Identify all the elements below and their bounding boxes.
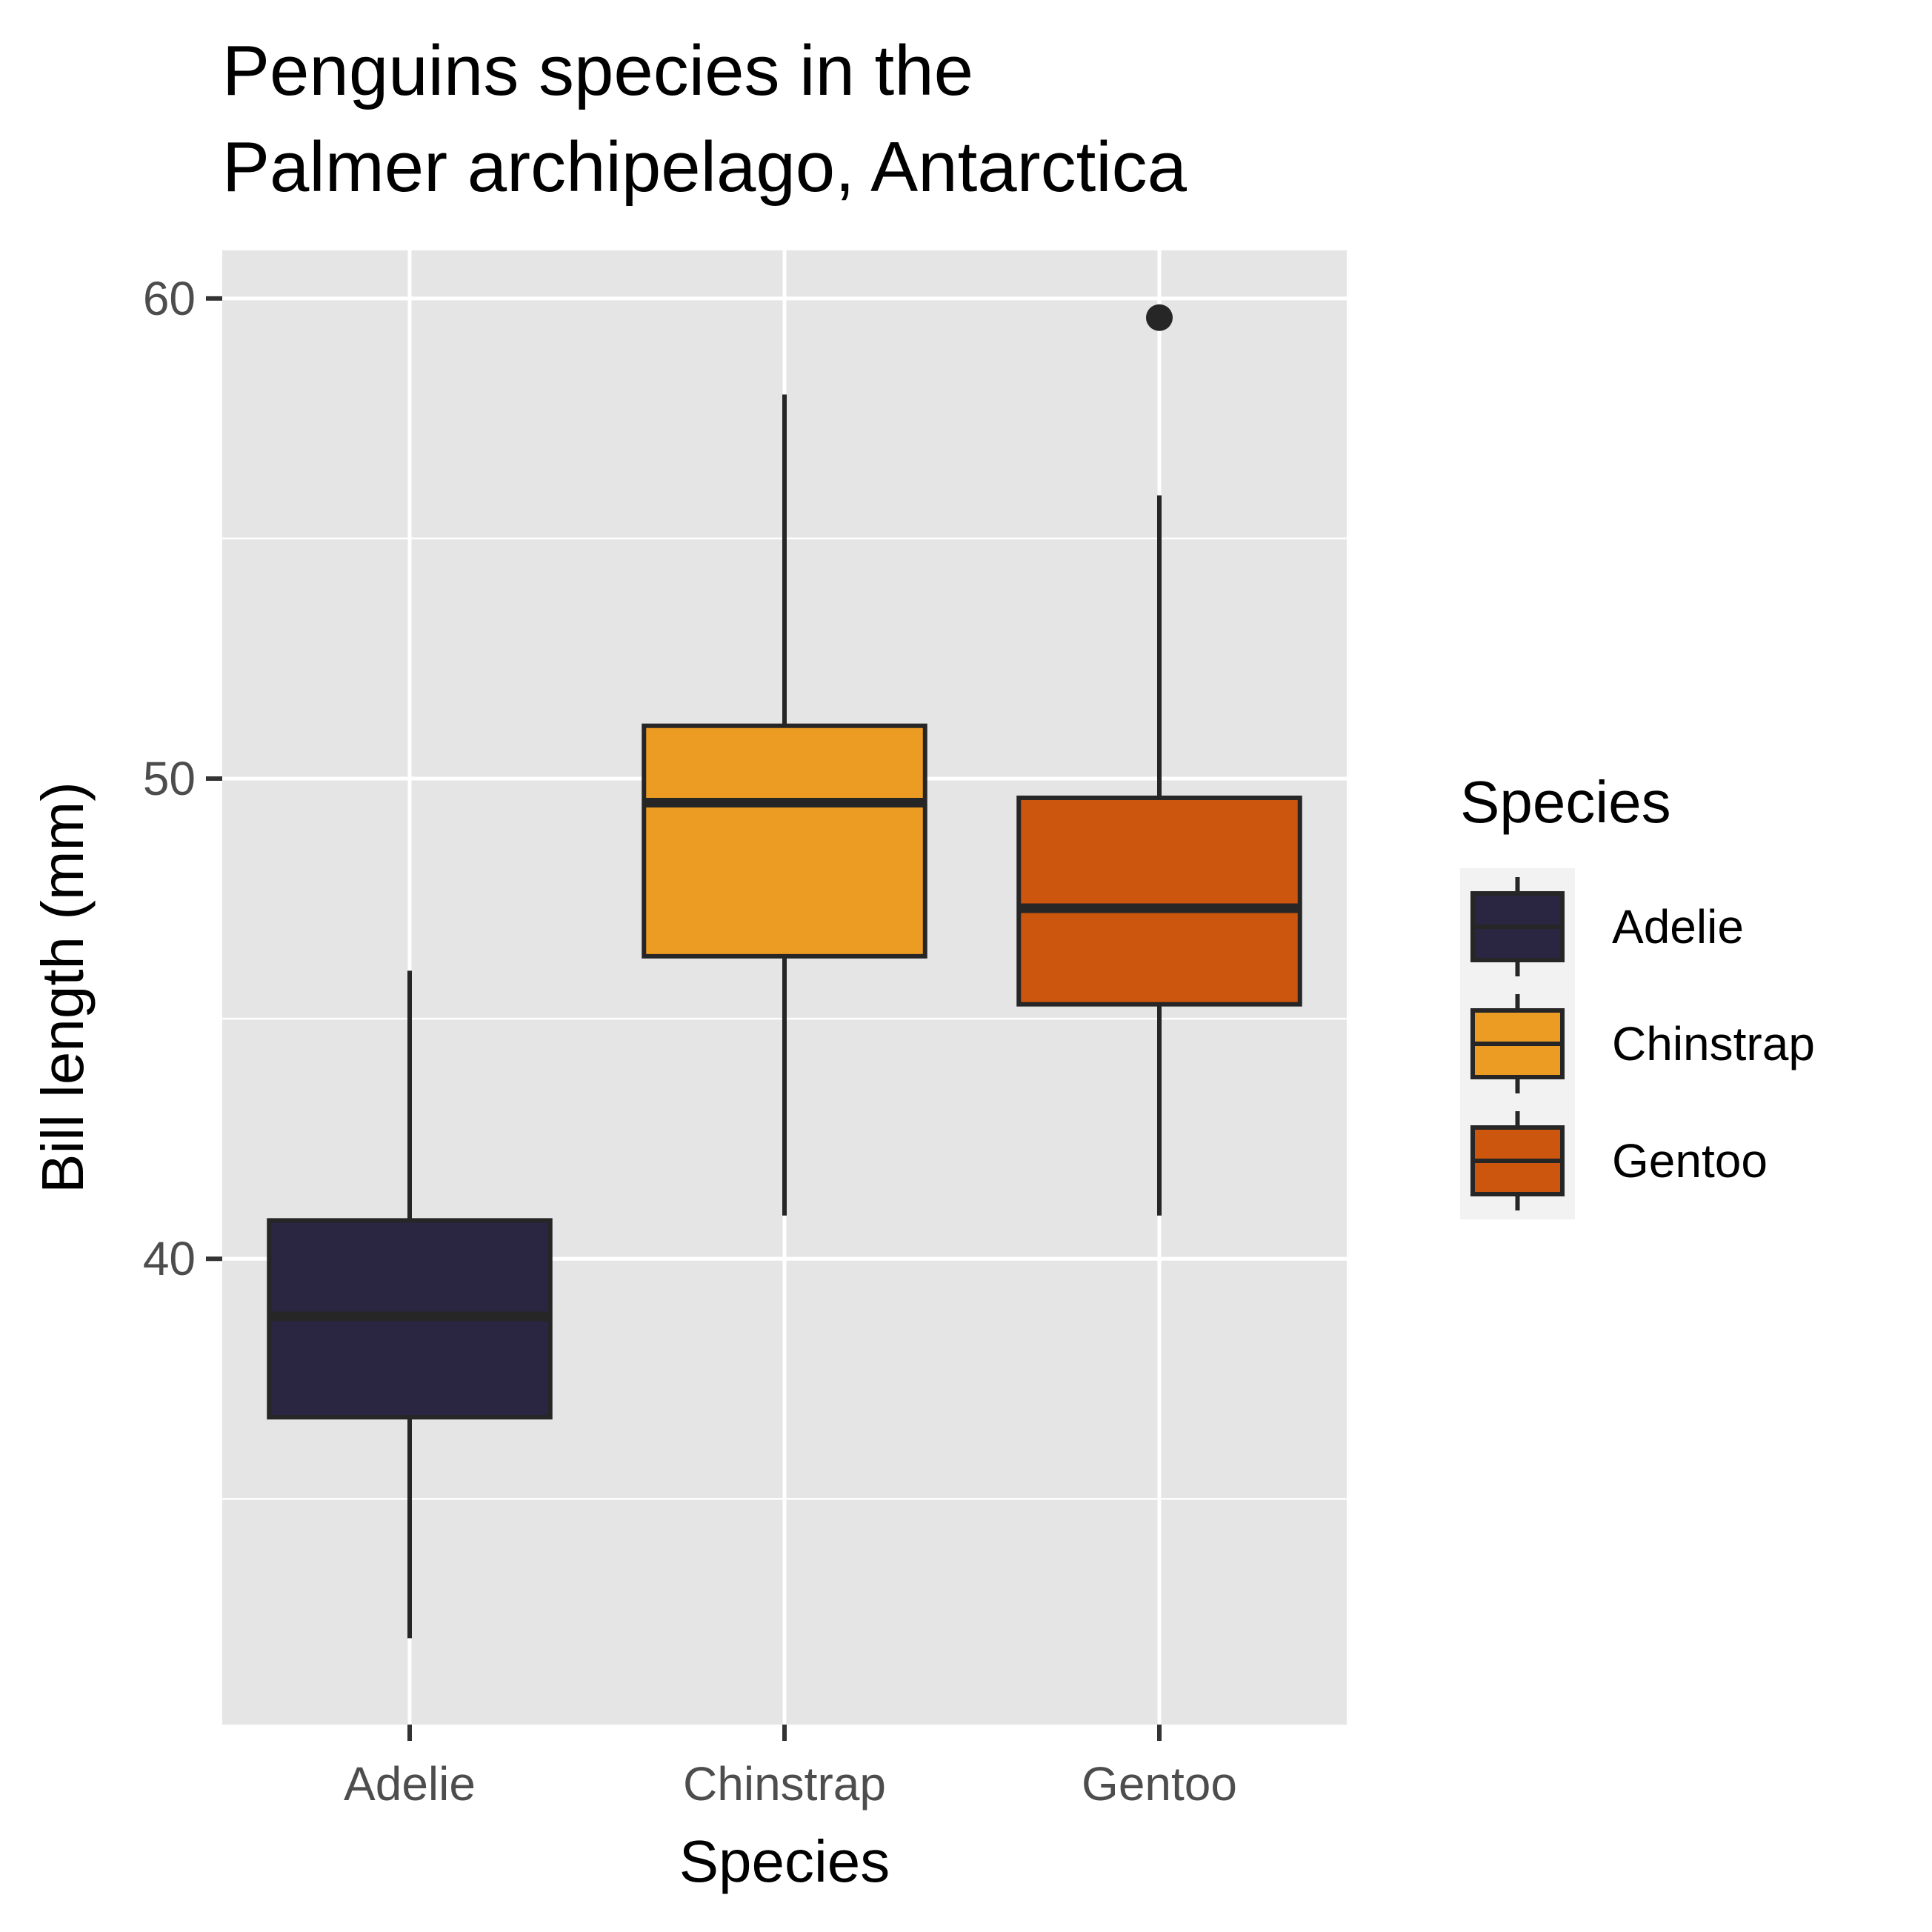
legend-item-chinstrap: Chinstrap (1470, 994, 1815, 1093)
box-gentoo (1016, 304, 1302, 1216)
y-tick-label: 50 (143, 752, 196, 805)
y-axis-title: Bill length (mm) (30, 782, 96, 1193)
x-tick-label: Gentoo (1082, 1757, 1237, 1811)
box-adelie (267, 970, 553, 1639)
chart-title-line-1: Penguins species in the (222, 31, 973, 110)
box-chinstrap (642, 394, 927, 1216)
y-tick-label: 40 (143, 1232, 196, 1285)
chart-title-line-2: Palmer archipelago, Antarctica (222, 127, 1187, 207)
box-iqr (1016, 795, 1302, 1007)
x-tick-label: Adelie (344, 1757, 476, 1811)
legend-item-gentoo: Gentoo (1470, 1111, 1768, 1210)
legend-title: Species (1460, 769, 1671, 835)
axes: 40 50 60 Adelie Chinstrap Gentoo (143, 272, 1237, 1811)
boxes (267, 304, 1302, 1639)
outlier-point (1146, 304, 1173, 331)
y-tick-label: 60 (143, 272, 196, 325)
legend-label: Gentoo (1612, 1134, 1768, 1187)
legend-label: Chinstrap (1612, 1017, 1815, 1070)
legend-item-adelie: Adelie (1470, 877, 1744, 976)
legend-label: Adelie (1612, 900, 1744, 953)
x-tick-label: Chinstrap (683, 1757, 886, 1811)
box-iqr (642, 723, 927, 959)
legend: Adelie Chinstrap Gentoo (1460, 868, 1815, 1219)
x-axis-title: Species (679, 1828, 890, 1894)
